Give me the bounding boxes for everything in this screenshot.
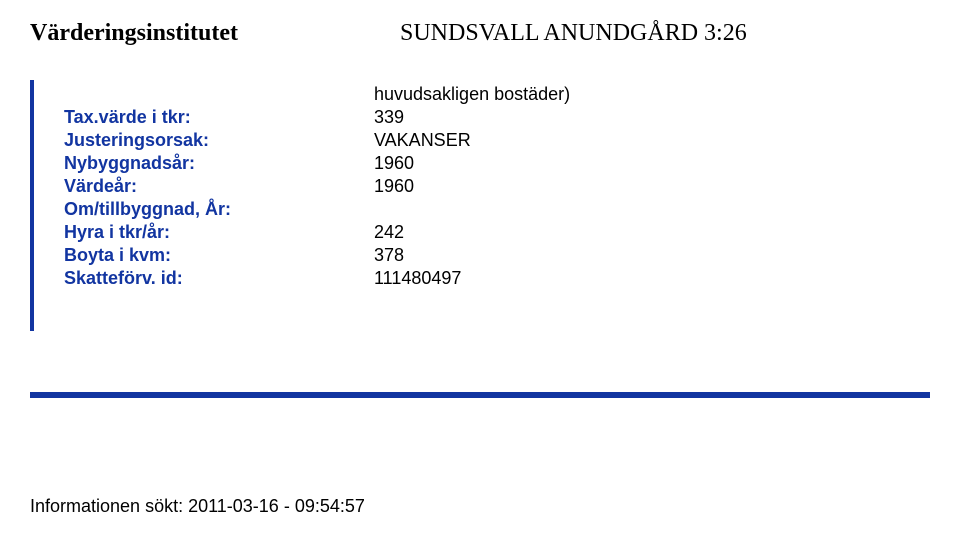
key-cell: Justeringsorsak:: [64, 130, 374, 153]
value-cell: 1960: [374, 176, 570, 199]
content: huvudsakligen bostäder) Tax.värde i tkr:…: [34, 80, 750, 331]
table-row: huvudsakligen bostäder): [64, 84, 570, 107]
value-cell: 242: [374, 222, 570, 245]
property-table: huvudsakligen bostäder) Tax.värde i tkr:…: [64, 84, 570, 291]
header-left: Värderingsinstitutet: [30, 20, 400, 47]
key-cell: Tax.värde i tkr:: [64, 107, 374, 130]
value-cell: 111480497: [374, 268, 570, 291]
value-cell: huvudsakligen bostäder): [374, 84, 570, 107]
table-row: Justeringsorsak: VAKANSER: [64, 130, 570, 153]
page: Värderingsinstitutet SUNDSVALL ANUNDGÅRD…: [0, 0, 960, 559]
key-cell: Boyta i kvm:: [64, 245, 374, 268]
table-row: Boyta i kvm: 378: [64, 245, 570, 268]
table-row: Tax.värde i tkr: 339: [64, 107, 570, 130]
content-panel: huvudsakligen bostäder) Tax.värde i tkr:…: [30, 80, 750, 331]
key-cell: Nybyggnadsår:: [64, 153, 374, 176]
table-row: Hyra i tkr/år: 242: [64, 222, 570, 245]
table-row: Skatteförv. id: 111480497: [64, 268, 570, 291]
key-cell: Hyra i tkr/år:: [64, 222, 374, 245]
value-cell: 339: [374, 107, 570, 130]
header-right: SUNDSVALL ANUNDGÅRD 3:26: [400, 20, 747, 47]
value-cell: 1960: [374, 153, 570, 176]
value-cell: 378: [374, 245, 570, 268]
key-cell: Om/tillbyggnad, År:: [64, 199, 374, 222]
key-cell: Värdeår:: [64, 176, 374, 199]
divider-rule: [30, 392, 930, 398]
table-row: Om/tillbyggnad, År:: [64, 199, 570, 222]
table-row: Värdeår: 1960: [64, 176, 570, 199]
table-row: Nybyggnadsår: 1960: [64, 153, 570, 176]
value-cell: [374, 199, 570, 222]
footer-text: Informationen sökt: 2011-03-16 - 09:54:5…: [30, 496, 365, 517]
key-cell: Skatteförv. id:: [64, 268, 374, 291]
value-cell: VAKANSER: [374, 130, 570, 153]
key-cell: [64, 84, 374, 107]
page-header: Värderingsinstitutet SUNDSVALL ANUNDGÅRD…: [30, 20, 930, 47]
